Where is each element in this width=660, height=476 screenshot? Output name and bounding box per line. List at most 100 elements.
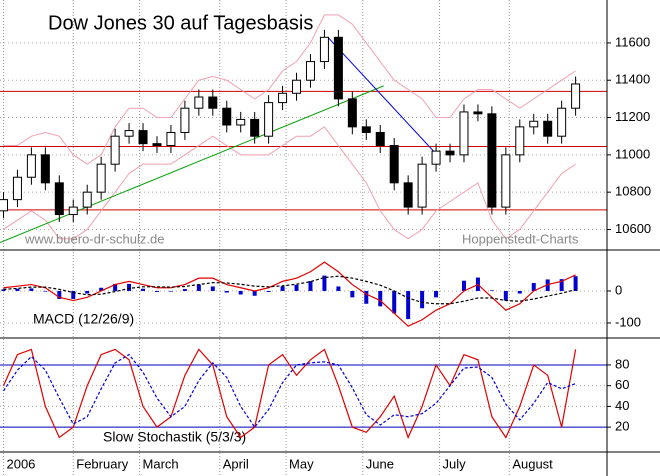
candle-body [347,98,357,128]
histogram-bar [294,284,299,291]
histogram-bar [196,284,201,291]
histogram-bar [252,290,257,296]
candle-body [68,206,78,216]
y-tick-label: 10600 [615,221,651,236]
candle-body [0,199,8,212]
candle-body [375,131,385,147]
candle-body [96,163,106,193]
candle-body [264,102,274,137]
y-tick-label: 11400 [615,72,650,87]
histogram-bar [85,290,90,294]
histogram-bar [503,290,508,301]
candle-body [166,131,176,147]
series-line [3,261,576,327]
histogram-bar [364,290,369,304]
y-tick-label: 20 [615,419,629,434]
panel-title: Dow Jones 30 auf Tagesbasis [48,12,313,34]
histogram-bar [489,290,494,291]
histogram-bar [350,290,355,298]
candle-body [152,143,162,147]
histogram-bar [113,283,118,291]
histogram-bar [1,289,6,291]
histogram-bar [210,286,215,291]
candle-body [389,145,399,184]
trend-line [0,85,384,244]
histogram-bar [434,290,439,298]
band-line [3,14,576,165]
histogram-bar [573,276,578,291]
annotation: Hoppenstedt-Charts [462,231,579,246]
x-tick-label: May [289,456,314,471]
histogram-bar [461,280,466,291]
histogram-bar [168,290,173,292]
histogram-bar [29,288,34,291]
annotation: www.buero-dr-schulz.de [24,231,164,246]
candle-body [361,126,371,133]
histogram-bar [266,290,271,292]
x-tick-label: March [143,456,179,471]
x-tick-label: 2006 [6,456,35,471]
y-tick-label: 11200 [615,109,650,124]
candle-body [445,150,455,156]
histogram-bar [127,283,132,291]
histogram-bar [15,288,20,291]
histogram-bar [308,281,313,291]
candle-body [222,107,232,126]
y-tick-label: 11600 [615,34,650,49]
candle-body [417,163,427,208]
candle-body [292,79,302,94]
candle-body [319,36,329,63]
candle-body [40,154,50,184]
series-line [3,275,576,305]
histogram-bar [531,282,536,291]
histogram-bar [392,290,397,314]
candle-body [110,135,120,165]
candle-body [208,96,218,109]
x-tick-label: July [443,456,467,471]
histogram-bar [57,290,62,299]
y-tick-label: 11000 [615,146,650,161]
candle-body [138,130,148,145]
histogram-bar [43,290,48,292]
band-line [3,126,576,240]
histogram-bar [406,290,411,320]
histogram-bar [336,286,341,291]
candle-body [529,120,539,128]
histogram-bar [378,290,383,307]
histogram-bar [238,290,243,295]
histogram-bar [99,287,104,291]
histogram-bar [559,279,564,291]
histogram-bar [322,275,327,291]
candle-body [12,176,22,201]
candle-body [26,154,36,178]
candle-body [305,61,315,81]
candle-body [515,126,525,156]
candle-body [501,154,511,208]
histogram-bar [517,290,522,294]
y-tick-label: -100 [615,314,641,329]
candle-body [194,96,204,109]
candle-body [431,150,441,165]
y-tick-label: 80 [615,356,629,371]
candle-body [487,113,497,208]
histogram-bar [154,290,159,292]
x-tick-label: April [223,456,249,471]
histogram-bar [182,289,187,291]
candle-body [54,182,64,216]
candle-body [278,92,288,104]
x-tick-label: June [366,456,394,471]
candle-body [333,36,343,100]
candle-body [236,118,246,126]
candle-body [180,107,190,133]
candle-body [124,130,134,137]
histogram-bar [141,288,146,291]
y-tick-label: 40 [615,398,629,413]
y-tick-label: 60 [615,377,629,392]
candle-body [250,118,260,137]
y-tick-label: 0 [615,282,622,297]
candle-body [403,182,413,208]
candle-body [473,111,483,115]
candle-body [557,107,567,137]
